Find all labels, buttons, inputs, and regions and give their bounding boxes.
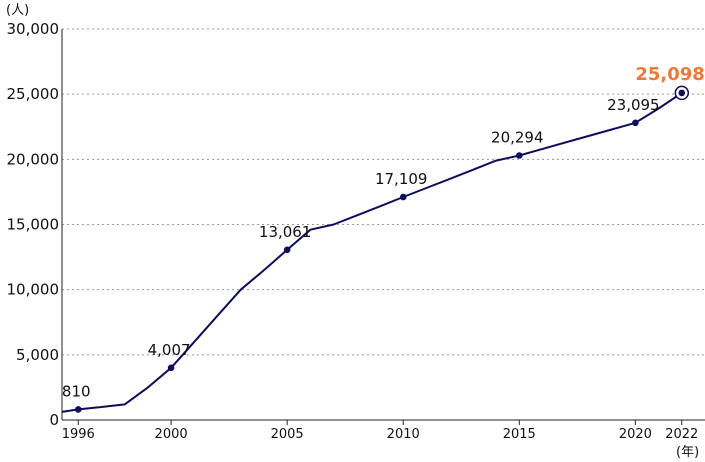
data-point — [167, 364, 175, 372]
x-axis: 1996 2000 2005 2010 2015 2020 2022 — [62, 419, 705, 442]
data-label: 13,061 — [259, 223, 312, 241]
y-tick-label: 20,000 — [7, 150, 60, 168]
data-label: 20,294 — [491, 129, 544, 147]
x-unit-label: (年) — [676, 445, 699, 460]
series-line — [61, 92, 683, 413]
data-point — [515, 152, 523, 159]
data-label: 810 — [62, 382, 91, 400]
y-unit-label: (人) — [6, 3, 29, 18]
series-polyline — [61, 92, 683, 413]
x-tick-label: 2010 — [387, 427, 420, 442]
data-label: 4,007 — [148, 341, 191, 359]
highlight-data-label: 25,098 — [635, 64, 704, 85]
data-label: 23,095 — [607, 96, 660, 114]
data-label: 17,109 — [375, 170, 428, 188]
data-point — [283, 246, 291, 254]
data-point — [632, 119, 639, 127]
x-tick-label: 2015 — [503, 427, 536, 442]
x-tick-label: 2020 — [619, 427, 652, 442]
x-tick-label: 2005 — [271, 427, 304, 442]
grid-lines — [62, 28, 705, 356]
y-tick-label: 15,000 — [7, 216, 60, 234]
x-tick-label: 2000 — [155, 427, 188, 442]
y-tick-label: 5,000 — [16, 346, 59, 364]
data-point — [399, 193, 407, 201]
x-tick-label: 1996 — [62, 427, 95, 442]
highlight-point — [678, 89, 686, 97]
y-axis: 0 5,000 10,000 15,000 20,000 25,000 30,000 — [7, 20, 63, 429]
data-points: 810 4,007 13,061 17,109 20,294 23,095 25,098 — [62, 64, 705, 413]
data-point — [74, 406, 82, 413]
y-tick-label: 10,000 — [7, 281, 60, 299]
y-tick-label: 25,000 — [7, 85, 60, 103]
y-tick-label: 0 — [49, 411, 59, 429]
x-tick-label: 2022 — [665, 427, 698, 442]
y-tick-label: 30,000 — [7, 20, 60, 38]
